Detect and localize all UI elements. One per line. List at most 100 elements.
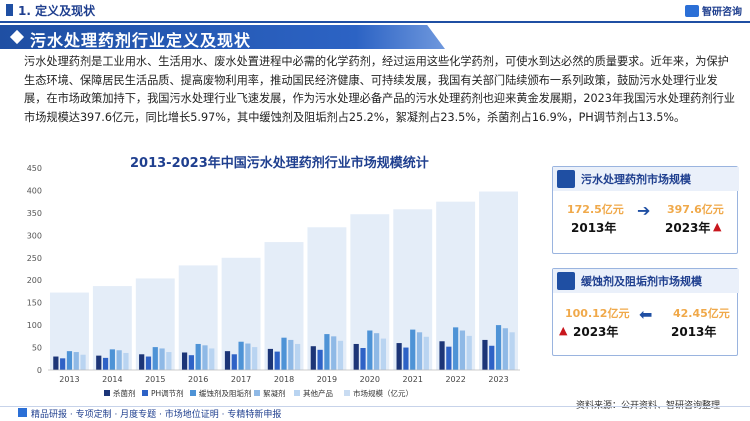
up-arrow-icon: ▲	[559, 324, 568, 337]
bar-2016-s1	[188, 355, 194, 370]
brand-logo-icon	[685, 5, 699, 17]
footer-services: 精品研报 · 专项定制 · 月度专题 · 市场地位证明 · 专精特新申报	[31, 410, 282, 420]
x-tick-label: 2018	[274, 375, 294, 384]
header-rule	[0, 21, 750, 23]
current-value: 100.12亿元	[565, 307, 630, 320]
bar-2014-s1	[102, 357, 109, 370]
bar-2013-s4	[80, 354, 86, 370]
panel-header: 污水处理药剂市场规模	[553, 167, 739, 191]
bar-2014-s2	[109, 349, 115, 370]
legend-label: 絮凝剂	[263, 388, 286, 398]
bar-2016-s4	[209, 348, 215, 370]
bar-2017-s1	[231, 354, 237, 370]
bar-2018-s0	[267, 348, 273, 370]
legend-swatch	[254, 390, 260, 396]
bar-2018-s3	[288, 339, 294, 370]
bar-2016-s2	[195, 343, 201, 370]
panel-header: 缓蚀剂及阻垢剂市场规模	[553, 269, 739, 293]
current-year: 2023年	[573, 325, 619, 339]
legend-swatch	[294, 390, 300, 396]
x-tick-label: 2020	[360, 375, 380, 384]
start-value: 172.5亿元	[567, 203, 624, 216]
bar-2013-s1	[60, 358, 66, 370]
legend-label: PH调节剂	[151, 388, 184, 398]
page-title: 污水处理药剂行业定义及现状	[30, 31, 252, 50]
bar-2016-s3	[202, 345, 208, 370]
panel-title: 缓蚀剂及阻垢剂市场规模	[581, 275, 702, 288]
bar-2015-s0	[139, 354, 145, 370]
x-tick-label: 2022	[445, 375, 465, 384]
bar-2017-s0	[224, 351, 231, 370]
bar-2023-s3	[502, 328, 508, 370]
series-bars	[53, 325, 515, 370]
x-tick-label: 2014	[102, 375, 122, 384]
legend-label: 市场规模（亿元）	[353, 388, 413, 398]
source-note: 资料来源：公开资料、智研咨询整理	[576, 401, 721, 411]
brand: 智研咨询	[685, 3, 742, 18]
bar-2013-s2	[66, 351, 73, 370]
chart-icon	[557, 170, 575, 188]
bar-2019-s3	[331, 336, 337, 370]
chart-icon	[557, 272, 575, 290]
market-size-chart: 0 50 100 150 200 250 300 350 400 450 2013 2014 2015…	[27, 164, 520, 398]
bar-2020-s2	[367, 330, 373, 370]
x-axis: 2013 2014 2015 2016 2017 2018 2019 2020 2021 2022…	[48, 369, 520, 384]
section-label: 1. 定义及现状	[18, 4, 96, 18]
bar-2020-s0	[353, 343, 359, 370]
legend-label: 杀菌剂	[113, 388, 136, 398]
arrow-right-icon: ➔	[637, 201, 651, 220]
bar-2021-s4	[423, 336, 429, 370]
bar-2014-s0	[96, 355, 102, 370]
market-size-panel: 污水处理药剂市场规模 172.5亿元 2013年 ➔ 397.6亿元 2023年…	[552, 166, 739, 254]
bar-2019-s0	[310, 346, 316, 370]
diamond-icon	[9, 29, 25, 45]
end-value: 397.6亿元	[667, 203, 724, 216]
y-tick-label: 300	[27, 231, 42, 240]
bar-2021-s3	[416, 332, 423, 370]
bar-2022-s3	[459, 330, 466, 370]
chart-title: 2013-2023年中国污水处理药剂行业市场规模统计	[130, 156, 429, 171]
bar-2017-s4	[252, 347, 258, 370]
bar-2022-s2	[453, 327, 459, 370]
x-tick-label: 2021	[403, 375, 423, 384]
bar-2017-s2	[238, 341, 244, 370]
report-icon	[18, 408, 27, 417]
up-arrow-icon: ▲	[713, 220, 722, 233]
bar-2018-s4	[295, 343, 301, 370]
start-year: 2013年	[571, 221, 617, 235]
y-axis: 0 50 100 150 200 250 300 350 400 450	[27, 164, 42, 375]
panel-title: 污水处理药剂市场规模	[581, 173, 691, 186]
title-banner: 污水处理药剂行业定义及现状	[0, 25, 445, 49]
bar-2021-s0	[396, 343, 402, 370]
legend-swatch	[104, 390, 110, 396]
x-tick-label: 2023	[488, 375, 508, 384]
arrow-left-icon: ⬅	[639, 305, 653, 324]
legend: 杀菌剂 PH调节剂 缓蚀剂及阻垢剂 絮凝剂 其他产品 市场规模（亿元）	[104, 388, 413, 398]
bar-2023-s2	[495, 325, 502, 370]
y-tick-label: 0	[37, 366, 42, 375]
bar-2019-s4	[337, 340, 344, 370]
top-bar: 1. 定义及现状 智研咨询	[0, 0, 750, 22]
bar-2015-s1	[145, 356, 152, 370]
bar-2023-s0	[482, 339, 488, 370]
bar-2018-s2	[281, 337, 287, 370]
legend-swatch	[142, 390, 148, 396]
bar-2014-s4	[123, 352, 129, 370]
footer-rule	[0, 406, 750, 407]
x-tick-label: 2013	[59, 375, 79, 384]
y-tick-label: 200	[27, 276, 42, 285]
bar-2022-s0	[439, 341, 445, 370]
bar-2015-s2	[152, 347, 158, 370]
x-tick-label: 2016	[188, 375, 208, 384]
section-marker	[6, 4, 13, 16]
bar-2019-s2	[324, 334, 330, 370]
x-tick-label: 2015	[145, 375, 165, 384]
bar-2020-s1	[360, 348, 366, 370]
bar-2014-s3	[116, 350, 122, 370]
y-tick-label: 450	[27, 164, 42, 173]
x-tick-label: 2019	[317, 375, 337, 384]
bar-2017-s3	[245, 343, 251, 370]
y-tick-label: 50	[32, 344, 42, 353]
intro-paragraph: 污水处理药剂是工业用水、生活用水、废水处置进程中必需的化学药剂，经过运用这些化学…	[24, 55, 735, 124]
bar-2023-s1	[489, 345, 495, 370]
